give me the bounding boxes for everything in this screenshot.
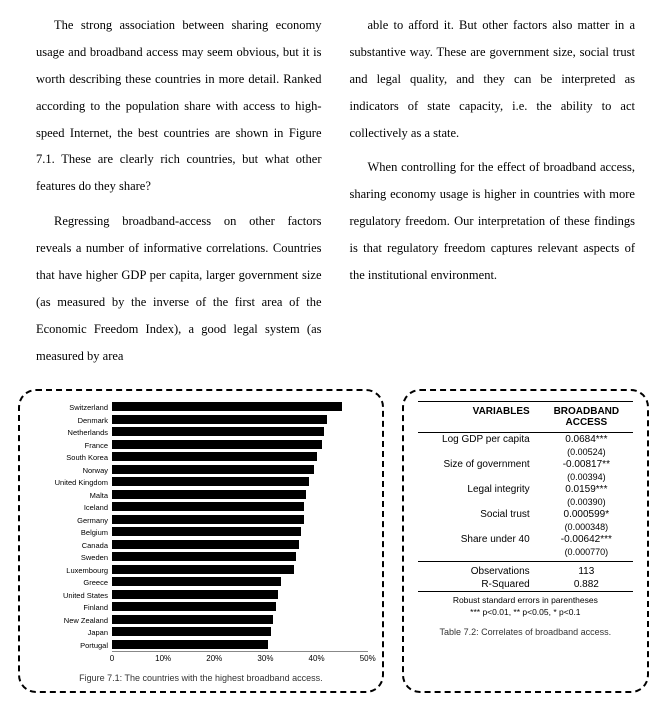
country-label: Sweden xyxy=(34,553,112,562)
bar-chart: Switzerland Denmark Netherlands France South… xyxy=(34,401,368,651)
bar-row: Portugal xyxy=(34,639,368,652)
country-label: Netherlands xyxy=(34,428,112,437)
axis-tick: 40% xyxy=(309,654,325,663)
country-label: Malta xyxy=(34,491,112,500)
bar xyxy=(112,415,327,424)
row-rsquared: R-Squared 0.882 xyxy=(418,578,633,591)
country-label: South Korea xyxy=(34,453,112,462)
bar-row: Greece xyxy=(34,576,368,589)
country-label: Canada xyxy=(34,541,112,550)
bar xyxy=(112,602,276,611)
table-row: Legal integrity0.0159*** xyxy=(418,483,633,496)
bar xyxy=(112,577,281,586)
table-header: VARIABLES BROADBAND ACCESS xyxy=(418,401,633,433)
axis-tick: 50% xyxy=(360,654,376,663)
para-3: able to afford it. But other factors als… xyxy=(350,12,636,146)
axis-tick: 30% xyxy=(257,654,273,663)
table-row-se: (0.00390) xyxy=(418,496,633,508)
bar xyxy=(112,590,278,599)
table-7-2: VARIABLES BROADBAND ACCESS Log GDP per c… xyxy=(402,389,649,693)
bar-row: Japan xyxy=(34,626,368,639)
bar xyxy=(112,490,306,499)
country-label: France xyxy=(34,441,112,450)
table-footnote: Robust standard errors in parentheses **… xyxy=(418,591,633,619)
country-label: Belgium xyxy=(34,528,112,537)
bar-row: Belgium xyxy=(34,526,368,539)
bar-row: Luxembourg xyxy=(34,564,368,577)
country-label: Denmark xyxy=(34,416,112,425)
regression-table: VARIABLES BROADBAND ACCESS Log GDP per c… xyxy=(418,401,633,619)
axis-tick: 10% xyxy=(155,654,171,663)
bar xyxy=(112,477,309,486)
bar-row: Germany xyxy=(34,514,368,527)
bar-row: United Kingdom xyxy=(34,476,368,489)
table-caption: Table 7.2: Correlates of broadband acces… xyxy=(418,627,633,637)
country-label: Portugal xyxy=(34,641,112,650)
bar-row: Sweden xyxy=(34,551,368,564)
figure-caption: Figure 7.1: The countries with the highe… xyxy=(34,673,368,683)
country-label: Japan xyxy=(34,628,112,637)
country-label: Greece xyxy=(34,578,112,587)
para-4: When controlling for the effect of broad… xyxy=(350,154,636,288)
bar-row: Switzerland xyxy=(34,401,368,414)
bar xyxy=(112,515,304,524)
bar xyxy=(112,427,324,436)
bar xyxy=(112,527,301,536)
header-broadband: BROADBAND ACCESS xyxy=(540,406,633,428)
bar xyxy=(112,440,322,449)
country-label: Germany xyxy=(34,516,112,525)
bar-row: Malta xyxy=(34,489,368,502)
country-label: Switzerland xyxy=(34,403,112,412)
country-label: Luxembourg xyxy=(34,566,112,575)
axis-tick: 20% xyxy=(206,654,222,663)
bar-row: Iceland xyxy=(34,501,368,514)
table-row: Social trust0.000599* xyxy=(418,508,633,521)
bar xyxy=(112,552,296,561)
para-2: Regressing broadband-access on other fac… xyxy=(36,208,322,369)
bar xyxy=(112,465,314,474)
header-variables: VARIABLES xyxy=(418,406,540,428)
table-row: Size of government-0.00817** xyxy=(418,458,633,471)
row-observations: Observations 113 xyxy=(418,565,633,578)
bar xyxy=(112,540,299,549)
bar-row: Finland xyxy=(34,601,368,614)
table-row-se: (0.000770) xyxy=(418,546,633,558)
figure-7-1: Switzerland Denmark Netherlands France South… xyxy=(18,389,384,693)
bar xyxy=(112,640,268,649)
para-1: The strong association between sharing e… xyxy=(36,12,322,200)
bar-row: Denmark xyxy=(34,414,368,427)
bar xyxy=(112,452,317,461)
bar xyxy=(112,615,273,624)
country-label: Finland xyxy=(34,603,112,612)
bar xyxy=(112,565,294,574)
x-axis: 010%20%30%40%50% xyxy=(112,651,368,665)
country-label: Iceland xyxy=(34,503,112,512)
bar-row: United States xyxy=(34,589,368,602)
table-row-se: (0.000348) xyxy=(418,521,633,533)
bar-row: Canada xyxy=(34,539,368,552)
figures-row: Switzerland Denmark Netherlands France South… xyxy=(0,385,667,693)
table-row-se: (0.00524) xyxy=(418,446,633,458)
table-row: Log GDP per capita0.0684*** xyxy=(418,433,633,446)
bar-row: Netherlands xyxy=(34,426,368,439)
bar xyxy=(112,627,271,636)
bar-row: Norway xyxy=(34,464,368,477)
bar-row: South Korea xyxy=(34,451,368,464)
text-columns: The strong association between sharing e… xyxy=(0,0,667,385)
bar-row: France xyxy=(34,439,368,452)
table-body: Log GDP per capita0.0684***(0.00524)Size… xyxy=(418,433,633,558)
table-row: Share under 40-0.00642*** xyxy=(418,533,633,546)
bar xyxy=(112,402,342,411)
axis-tick: 0 xyxy=(110,654,114,663)
table-row-se: (0.00394) xyxy=(418,471,633,483)
bar-row: New Zealand xyxy=(34,614,368,627)
country-label: New Zealand xyxy=(34,616,112,625)
country-label: Norway xyxy=(34,466,112,475)
country-label: United States xyxy=(34,591,112,600)
right-column: able to afford it. But other factors als… xyxy=(350,12,636,377)
bar xyxy=(112,502,304,511)
country-label: United Kingdom xyxy=(34,478,112,487)
left-column: The strong association between sharing e… xyxy=(36,12,322,377)
